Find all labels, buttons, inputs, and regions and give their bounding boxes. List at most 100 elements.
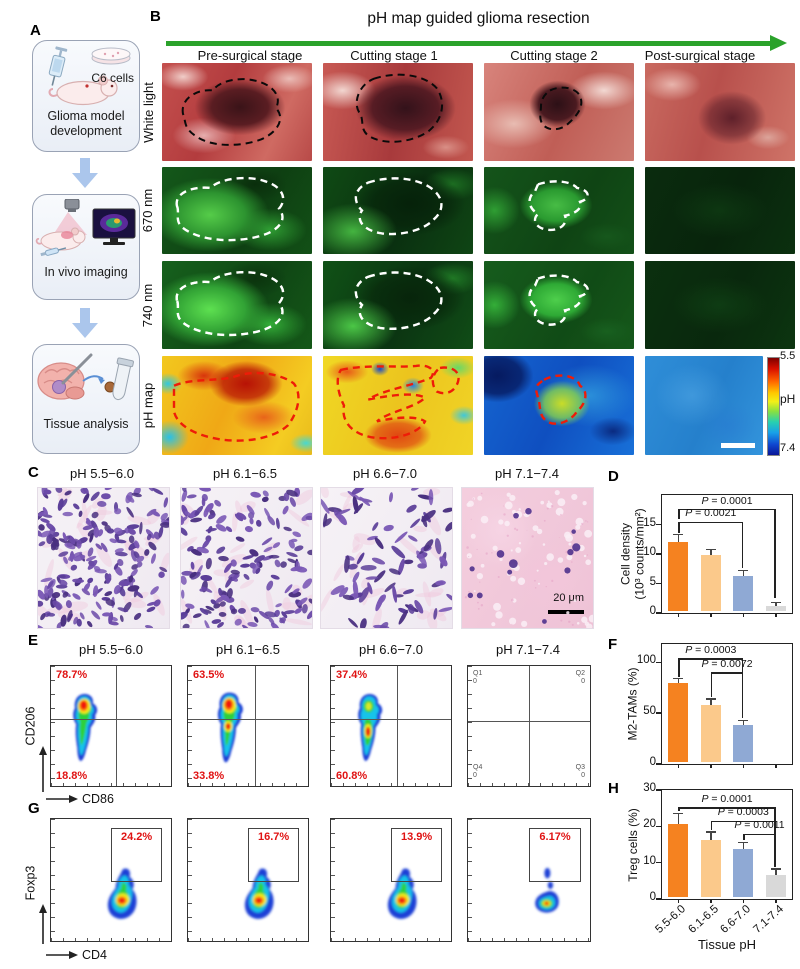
flow-title: pH 7.1−7.4 xyxy=(496,642,560,657)
white-light-post-surgical-image xyxy=(645,63,795,161)
y-tick-mark xyxy=(656,898,662,900)
significance-bracket xyxy=(678,509,776,511)
chart-treg-cells: H Treg cells (%) 0 10 20 30 5.5-6.0 6.1-6.5 6.… xyxy=(600,778,800,969)
gate-box: 16.7% xyxy=(248,827,300,882)
significance-bracket xyxy=(741,658,744,673)
gate-percentage: 24.2% xyxy=(120,830,153,843)
bar xyxy=(700,555,721,612)
bar xyxy=(733,849,754,898)
row-label-740nm: 740 nm xyxy=(140,283,156,327)
ph-map-pre-surgical-image xyxy=(162,356,312,455)
x-tick-mark xyxy=(775,764,777,768)
y-tick-label: 10 xyxy=(643,546,656,558)
x-tick-mark xyxy=(677,899,679,903)
colorbar-min-label: 7.4 xyxy=(780,442,796,454)
670nm-post-surgical-image xyxy=(645,167,795,254)
gate-box: 6.17% xyxy=(529,827,582,882)
panel-label-e: E xyxy=(28,632,39,649)
significance-bracket xyxy=(678,658,680,677)
flow-plot-foxp3-2: 16.7% xyxy=(187,818,309,942)
740nm-post-surgical-image xyxy=(645,261,795,349)
quadrant-label: Q4 0 xyxy=(473,764,483,779)
step-caption: Tissue analysis xyxy=(43,417,129,431)
significance-bracket xyxy=(678,658,744,660)
panel-b-title: pH map guided glioma resection xyxy=(367,10,590,27)
step-tissue-analysis: Tissue analysis xyxy=(32,344,140,454)
p-value-label: P = 0.0021 xyxy=(685,507,737,520)
significance-bracket xyxy=(743,833,776,835)
row-label-white-light: White light xyxy=(140,81,156,143)
y-tick-mark xyxy=(656,553,662,555)
y-tick-label: 0 xyxy=(649,756,656,768)
y-tick-mark xyxy=(656,612,662,614)
670nm-cutting1-image xyxy=(323,167,473,254)
significance-bracket xyxy=(678,509,680,519)
histology-image-ph61 xyxy=(180,487,313,629)
flow-title: pH 5.5−6.0 xyxy=(79,642,143,657)
x-tick-mark xyxy=(742,899,744,903)
x-tick-mark xyxy=(677,764,679,768)
y-tick-mark xyxy=(656,861,662,864)
quadrant-label: Q2 0 xyxy=(575,670,585,685)
histology-image-ph66 xyxy=(320,487,453,629)
y-tick-label: 20 xyxy=(643,818,656,831)
ph-map-cutting2-image xyxy=(484,356,634,455)
histology-image-ph71: 20 μm xyxy=(461,487,594,629)
quadrant-percentage: 18.8% xyxy=(56,770,88,782)
histology-title: pH 7.1−7.4 xyxy=(495,466,559,481)
panel-label-a: A xyxy=(30,22,41,39)
ph-map-cutting1-image xyxy=(323,356,473,455)
p-value-label: P = 0.0072 xyxy=(701,657,753,670)
p-value-label: P = 0.0011 xyxy=(734,819,785,832)
colorbar-max-label: 5.5 xyxy=(780,350,796,362)
x-tick-mark xyxy=(710,613,712,617)
quadrant-percentage: 63.5% xyxy=(193,669,225,681)
bar xyxy=(668,541,689,612)
c6-cells-label: C6 cells xyxy=(91,71,134,85)
bar xyxy=(765,874,786,898)
740nm-cutting1-image xyxy=(323,261,473,349)
bar xyxy=(733,725,754,763)
white-light-cutting2-image xyxy=(484,63,634,161)
error-bar-cap xyxy=(770,868,781,870)
column-header: Cutting stage 1 xyxy=(350,48,438,63)
row-label-670nm: 670 nm xyxy=(140,188,156,233)
significance-bracket xyxy=(710,820,776,822)
quadrant-label: Q3 0 xyxy=(575,764,585,779)
p-value-label: P = 0.0001 xyxy=(701,494,753,507)
step-caption: Glioma model development xyxy=(47,109,125,138)
error-bar-cap xyxy=(705,548,716,551)
step-in-vivo-imaging: In vivo imaging xyxy=(32,194,140,300)
error-bar xyxy=(677,534,679,542)
significance-bracket xyxy=(774,833,776,867)
670nm-pre-surgical-image xyxy=(162,167,312,254)
bar xyxy=(765,605,786,612)
column-header: Pre-surgical stage xyxy=(197,48,303,63)
error-bar xyxy=(710,832,712,841)
p-value-label: P = 0.0001 xyxy=(701,792,753,805)
y-tick-mark xyxy=(656,523,662,526)
x-axis-arrow-icon xyxy=(46,795,78,803)
flow-plot-cd206-4: Q1 0 Q2 0 Q4 0 Q3 0 xyxy=(467,665,591,787)
significance-bracket xyxy=(741,521,744,569)
gate-percentage: 16.7% xyxy=(257,830,290,843)
error-bar xyxy=(742,720,744,726)
y-tick-label: 0 xyxy=(649,605,656,617)
g-x-axis-label: CD4 xyxy=(82,948,108,962)
error-bar-cap xyxy=(738,569,749,572)
error-bar xyxy=(677,813,679,824)
x-tick-mark xyxy=(742,613,744,617)
flow-plot-foxp3-1: 24.2% xyxy=(50,818,172,942)
p-value-label: P = 0.0003 xyxy=(685,643,737,656)
quadrant-percentage: 33.8% xyxy=(193,770,225,782)
tissue-analysis-illustration xyxy=(35,349,137,415)
panel-label-d: D xyxy=(608,468,619,485)
y-axis-arrow-icon xyxy=(39,746,47,792)
significance-bracket xyxy=(710,672,713,697)
error-bar-cap xyxy=(673,533,684,536)
y-axis-arrow-icon xyxy=(39,904,47,944)
y-tick-mark xyxy=(656,582,662,585)
y-axis-label: Treg cells (%) xyxy=(626,807,641,882)
significance-bracket xyxy=(774,820,776,834)
flow-plot-foxp3-3: 13.9% xyxy=(330,818,452,942)
